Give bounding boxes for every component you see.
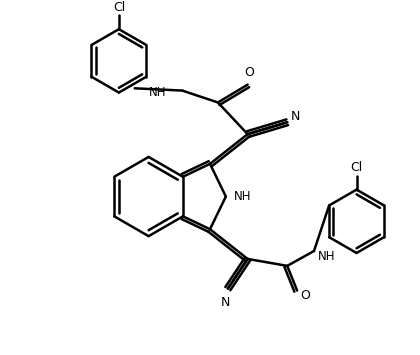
Text: Cl: Cl: [113, 1, 125, 14]
Text: N: N: [221, 296, 231, 309]
Text: NH: NH: [234, 190, 251, 203]
Text: Cl: Cl: [350, 161, 363, 174]
Text: N: N: [291, 110, 300, 123]
Text: O: O: [300, 289, 310, 302]
Text: NH: NH: [149, 86, 166, 99]
Text: NH: NH: [318, 251, 336, 263]
Text: O: O: [245, 66, 255, 79]
